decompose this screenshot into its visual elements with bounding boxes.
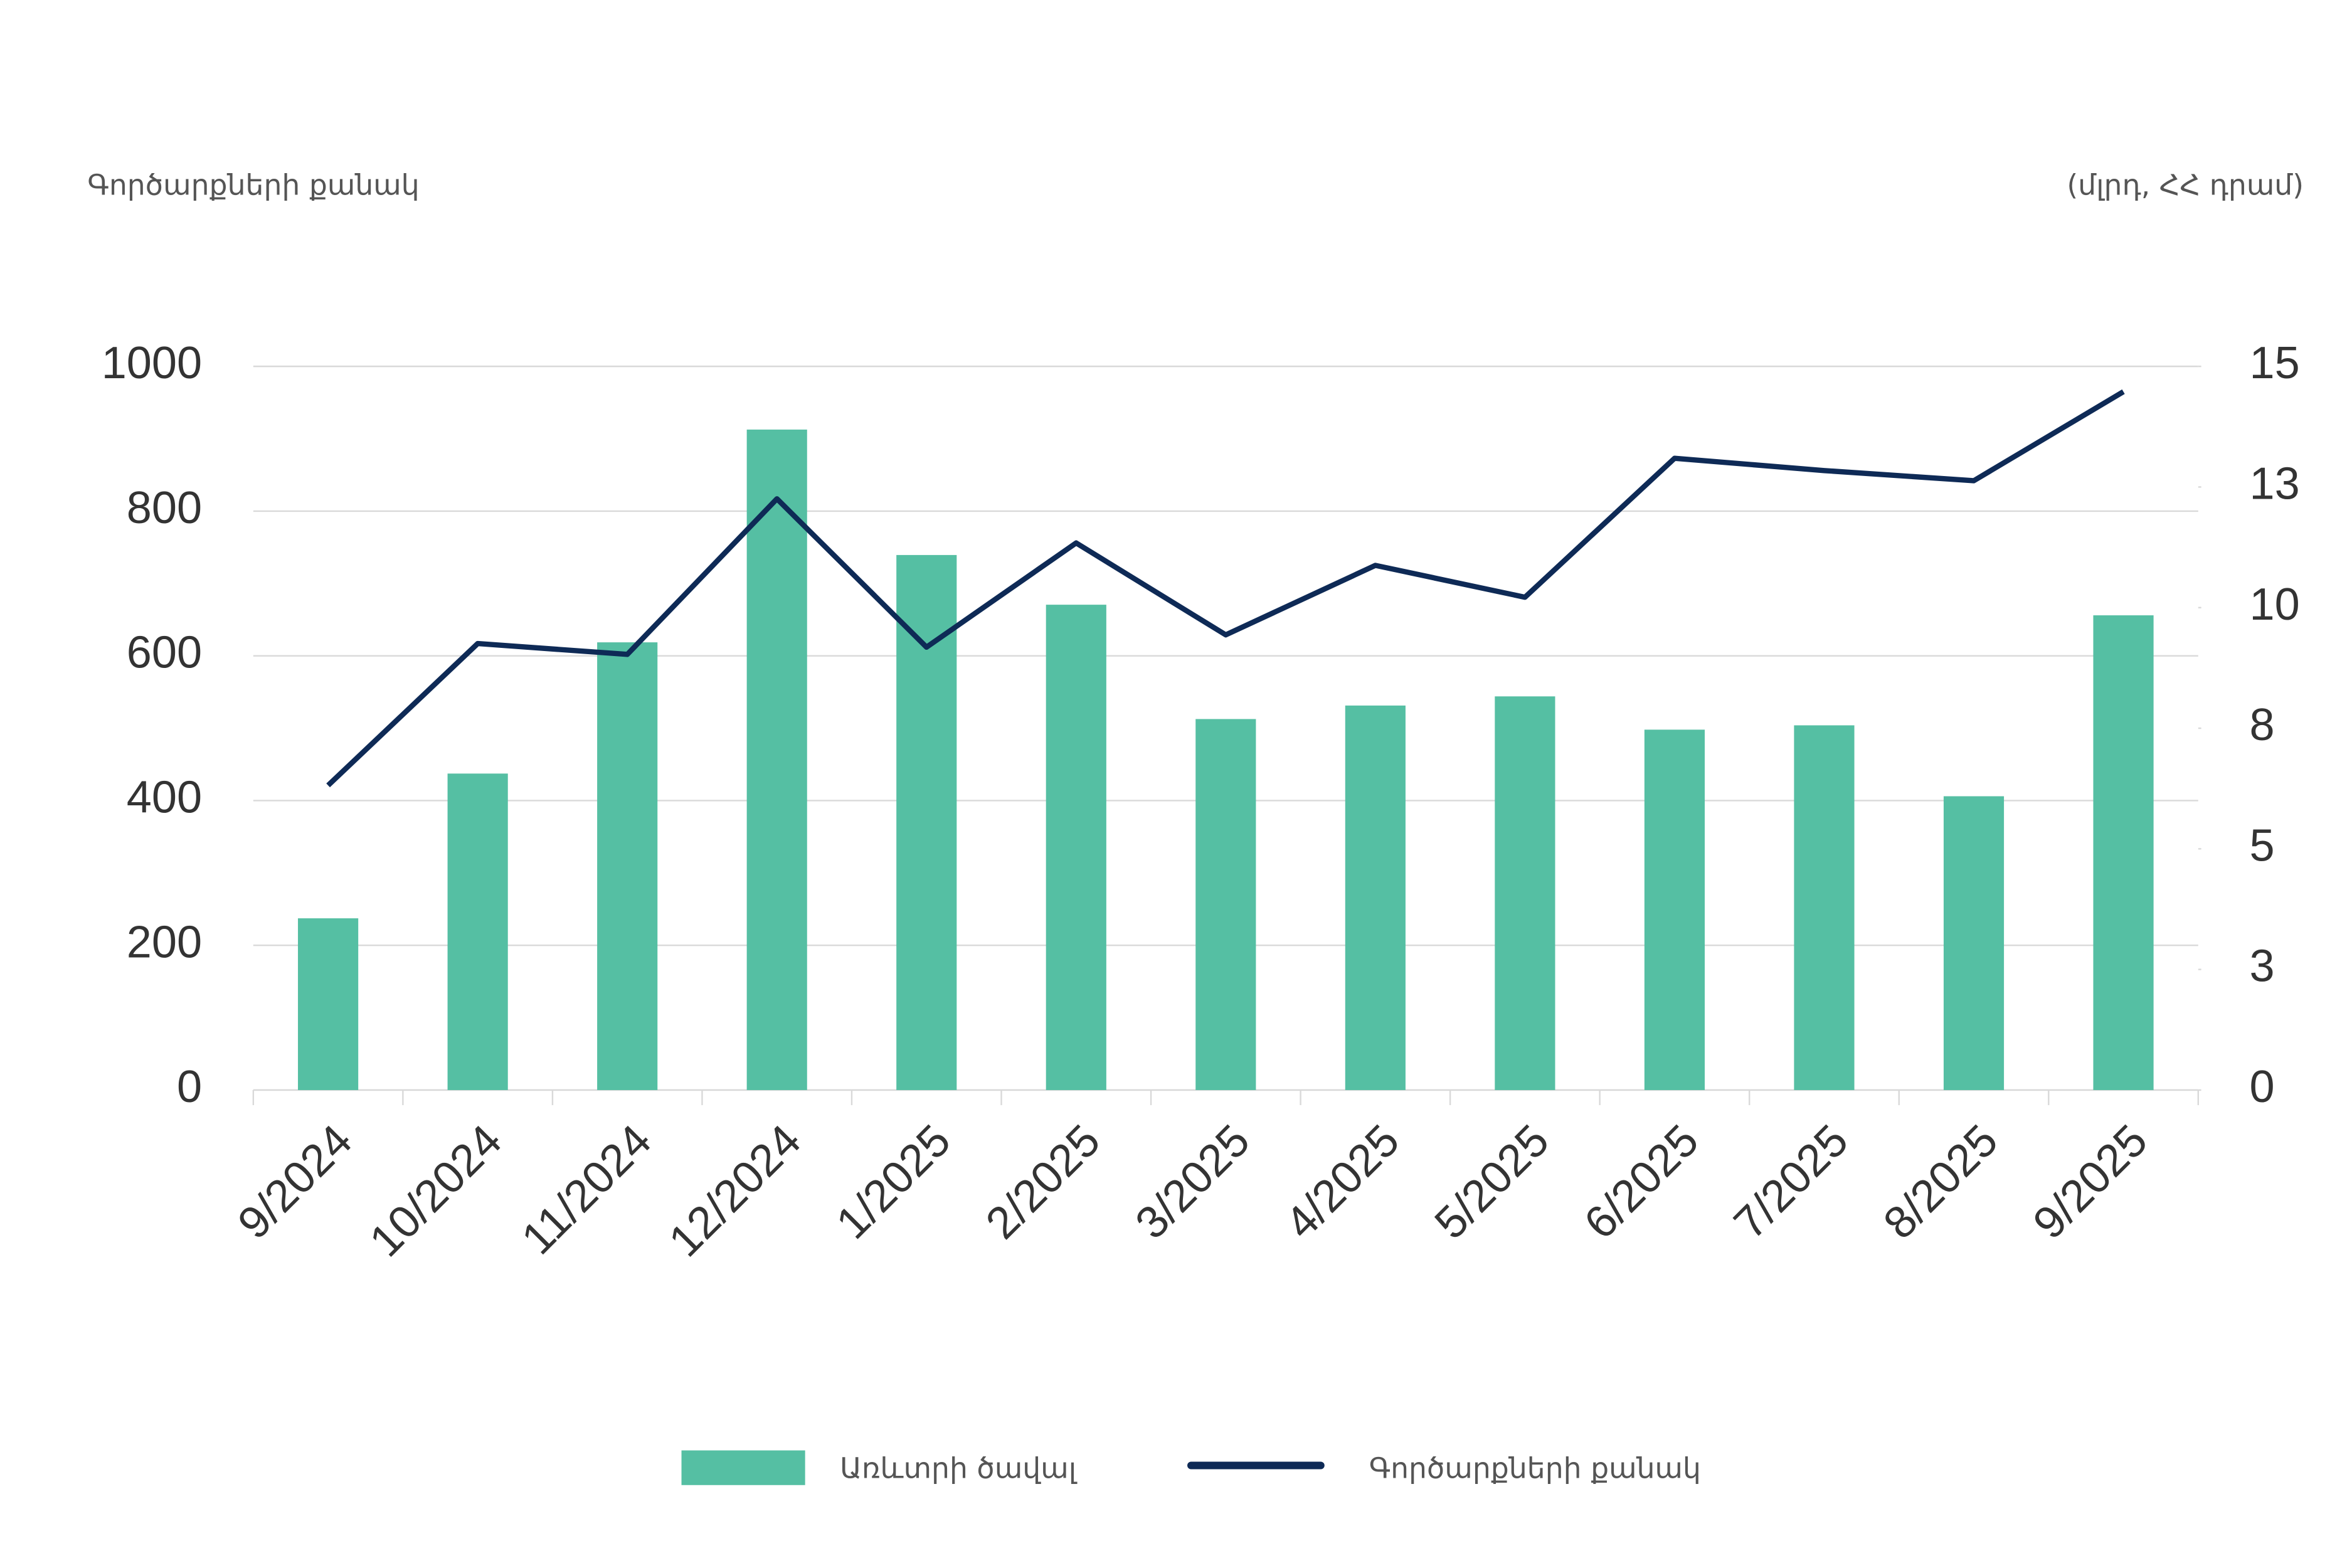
x-tick-label: 4/2025 xyxy=(1276,1115,1409,1249)
bar xyxy=(447,773,508,1090)
bar xyxy=(1794,725,1855,1090)
bar xyxy=(298,918,359,1090)
y2-tick-label: 15 xyxy=(2250,338,2300,388)
y-tick-label: 200 xyxy=(127,917,202,967)
y-tick-label: 1000 xyxy=(102,338,202,388)
y-tick-label: 800 xyxy=(127,483,202,533)
bar xyxy=(746,429,807,1090)
line xyxy=(326,389,2125,788)
y2-tick-label: 8 xyxy=(2250,700,2275,750)
bar xyxy=(1495,696,1555,1090)
x-tick-label: 8/2025 xyxy=(1874,1115,2008,1249)
y2-tick-label: 13 xyxy=(2250,458,2300,509)
y-tick-label: 400 xyxy=(127,772,202,822)
x-tick-label: 3/2025 xyxy=(1126,1115,1259,1249)
legend-label: Գործարքների քանակ xyxy=(1369,1451,1701,1485)
x-tick-label: 9/2025 xyxy=(2024,1115,2158,1249)
legend-label: Առևտրի ծավալ xyxy=(840,1451,1078,1485)
y-tick-label: 600 xyxy=(127,628,202,678)
y2-tick-label: 10 xyxy=(2250,580,2300,630)
legend-swatch xyxy=(681,1450,805,1485)
y-axis-title: Գործարքների քանակ xyxy=(87,169,419,202)
x-tick-label: 12/2024 xyxy=(659,1115,810,1266)
y2-tick-label: 0 xyxy=(2250,1062,2275,1112)
x-tick-label: 11/2024 xyxy=(512,1115,661,1264)
x-tick-label: 1/2025 xyxy=(827,1115,960,1249)
x-tick-label: 5/2025 xyxy=(1425,1115,1559,1249)
x-tick-label: 6/2025 xyxy=(1575,1115,1708,1249)
bar xyxy=(1046,605,1106,1090)
x-tick-label: 7/2025 xyxy=(1725,1115,1858,1249)
x-tick-label: 10/2024 xyxy=(360,1115,511,1266)
x-tick-label: 9/2024 xyxy=(228,1115,362,1249)
y2-tick-label: 5 xyxy=(2250,820,2275,871)
bar xyxy=(597,642,658,1090)
y2-axis-title: (մլրդ, ՀՀ դրամ) xyxy=(2067,169,2304,202)
bar xyxy=(2093,615,2154,1090)
bar xyxy=(1943,796,2005,1090)
x-tick-label: 2/2025 xyxy=(977,1115,1110,1249)
bar xyxy=(1195,719,1256,1090)
bar xyxy=(1644,729,1705,1090)
y-tick-label: 0 xyxy=(177,1062,202,1112)
y2-tick-label: 3 xyxy=(2250,941,2275,992)
bar xyxy=(1345,705,1406,1090)
